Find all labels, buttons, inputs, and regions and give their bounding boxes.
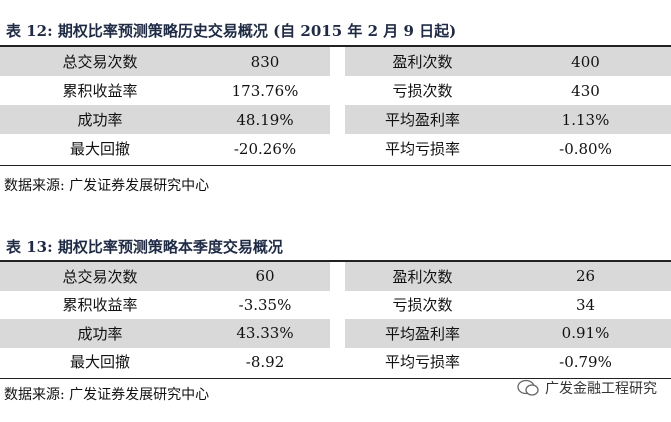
table-cell: -0.80% — [559, 139, 612, 158]
table-cell: 830 — [200, 47, 330, 76]
table-cell: 平均盈利率 — [345, 105, 500, 134]
watermark: 广发金融工程研究 — [517, 378, 657, 398]
table-cell: 累积收益率 — [62, 82, 138, 100]
table-cell: 平均盈利率 — [345, 319, 500, 348]
table-cell: 平均亏损率 — [384, 140, 460, 158]
table-top-rule — [0, 45, 671, 47]
table-cell: 最大回撤 — [69, 140, 130, 158]
table-cell: 平均亏损率 — [384, 353, 460, 372]
table-cell: 26 — [500, 262, 671, 291]
table-cell: 亏损次数 — [392, 82, 453, 100]
table-cell: 最大回撤 — [69, 353, 130, 372]
table-cell: 成功率 — [0, 319, 200, 348]
table-row: 累积收益率 -3.35% 亏损次数 34 — [0, 291, 671, 320]
table-row: 总交易次数 60 盈利次数 26 — [0, 262, 671, 291]
table-cell: 400 — [500, 47, 671, 76]
table-cell: 盈利次数 — [345, 262, 500, 291]
table-title: 表 13: 期权比率预测策略本季度交易概况 — [6, 238, 283, 256]
table-cell: 累积收益率 — [62, 296, 138, 315]
table-cell: 0.91% — [500, 319, 671, 348]
table-cell: 成功率 — [0, 105, 200, 134]
table-row: 最大回撤 -8.92 平均亏损率 -0.79% — [0, 348, 671, 377]
table-row: 最大回撤 -20.26% 平均亏损率 -0.80% — [0, 134, 671, 163]
table-row: 成功率 48.19% 平均盈利率 1.13% — [0, 105, 671, 134]
table-bottom-rule — [0, 165, 671, 166]
table-cell: 亏损次数 — [392, 296, 453, 315]
table-cell: 34 — [575, 295, 596, 314]
table-cell: 48.19% — [200, 105, 330, 134]
table-cell: 总交易次数 — [0, 47, 200, 76]
table-cell: 1.13% — [500, 105, 671, 134]
table-cell: 60 — [200, 262, 330, 291]
table-row: 累积收益率 173.76% 亏损次数 430 — [0, 76, 671, 105]
table-cell: 总交易次数 — [0, 262, 200, 291]
table-bottom-rule — [0, 378, 671, 379]
table-cell: 盈利次数 — [345, 47, 500, 76]
source-note: 数据来源: 广发证券发展研究中心 — [4, 178, 210, 194]
table-cell: 430 — [571, 81, 600, 100]
wechat-icon — [517, 379, 539, 396]
table-row: 成功率 43.33% 平均盈利率 0.91% — [0, 319, 671, 348]
source-note: 数据来源: 广发证券发展研究中心 — [4, 387, 210, 403]
table-cell: 43.33% — [200, 319, 330, 348]
table-cell: 173.76% — [231, 81, 299, 100]
table-cell: -8.92 — [245, 352, 285, 371]
table-cell: -20.26% — [233, 139, 297, 158]
table-cell: -3.35% — [238, 295, 292, 314]
watermark-text: 广发金融工程研究 — [545, 381, 657, 397]
table-row: 总交易次数 830 盈利次数 400 — [0, 47, 671, 76]
table-cell: -0.79% — [559, 352, 612, 371]
table-top-rule — [0, 260, 671, 262]
table-title: 表 12: 期权比率预测策略历史交易概况 (自 2015 年 2 月 9 日起) — [6, 22, 457, 40]
